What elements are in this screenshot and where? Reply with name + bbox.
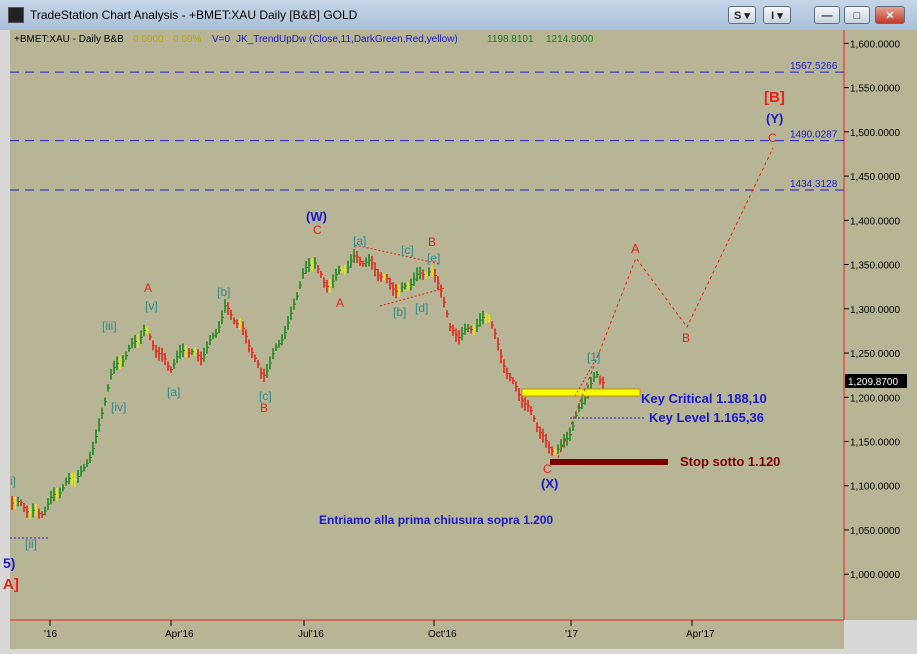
trendline-one: [574, 351, 601, 397]
header-symbol: +BMET:XAU - Daily B&B: [14, 34, 124, 45]
level-1490-label: 1490.0287: [790, 130, 838, 141]
price-bars: [11, 249, 605, 520]
key-level-label: Key Level 1.165,36: [649, 410, 764, 425]
window-title: TradeStation Chart Analysis - +BMET:XAU …: [30, 8, 358, 22]
wave-label-d2: [d]: [415, 301, 428, 315]
indicator-link-button[interactable]: I ▾: [763, 6, 791, 24]
wave-label-fA: A: [631, 241, 640, 256]
symbol-link-button[interactable]: S ▾: [728, 6, 756, 24]
header-value2: 1214.9000: [546, 34, 594, 45]
horizontal-levels: 1567.5266 1490.0287 1434.3128: [10, 61, 844, 191]
plot-background: [10, 30, 844, 620]
chart-area[interactable]: +BMET:XAU - Daily B&B 0.0000 0.00% V=0 J…: [0, 30, 917, 649]
wave-labels: (W)CAA[v][iii][iv]i][ii][a][b][c]B[a][c]…: [3, 89, 785, 593]
wave-label-a: [a]: [167, 385, 180, 399]
x-tick-label: Apr'16: [165, 629, 194, 640]
time-axis: '16 Apr'16 Jul'16 Oct'16 '17 Apr'17: [44, 620, 715, 640]
wave-label-ii: [ii]: [25, 537, 37, 551]
wave-label-i: i]: [10, 474, 16, 488]
entry-label: Entriamo alla prima chiusura sopra 1.200: [319, 513, 553, 527]
wave-label-X: (X): [541, 476, 558, 491]
wave-label-edge5: 5): [3, 555, 15, 571]
stop-bar: [550, 459, 668, 465]
wave-label-BB: [B]: [764, 89, 785, 106]
key-critical-box: [521, 388, 641, 397]
y-tick-label: 1,400.0000: [850, 216, 900, 227]
minimize-button[interactable]: —: [814, 6, 840, 24]
wave-label-a2: [a]: [353, 234, 366, 248]
stop-label: Stop sotto 1.120: [680, 454, 780, 469]
y-tick-label: 1,600.0000: [850, 39, 900, 50]
level-1434-label: 1434.3128: [790, 179, 838, 190]
y-tick-label: 1,350.0000: [850, 261, 900, 272]
time-axis-background: [10, 620, 844, 649]
x-tick-label: '17: [565, 629, 578, 640]
y-tick-label: 1,000.0000: [850, 570, 900, 581]
symbol-link-label: S: [734, 10, 742, 22]
x-tick-label: Apr'17: [686, 629, 715, 640]
wave-label-Y: (Y): [766, 111, 783, 126]
header-volume: V=0: [212, 34, 231, 45]
wave-label-A1: A: [336, 296, 344, 310]
y-tick-label: 1,100.0000: [850, 482, 900, 493]
wave-label-e2: [e]: [427, 251, 440, 265]
wave-label-A2: A: [144, 281, 152, 295]
wave-label-one: [1]: [587, 350, 600, 364]
app-icon: [8, 7, 24, 23]
wave-label-B2: B: [428, 235, 436, 249]
last-price-box: [845, 374, 907, 388]
indicator-link-label: I: [771, 10, 775, 22]
trendline-triangle-top: [354, 244, 441, 265]
x-tick-label: Jul'16: [298, 629, 324, 640]
y-tick-label: 1,250.0000: [850, 349, 900, 360]
close-button[interactable]: ✕: [875, 6, 905, 24]
wave-label-C2: C: [543, 462, 552, 476]
wave-label-edgeA: A]: [3, 576, 19, 593]
header-change-pct: 0.00%: [173, 34, 201, 45]
wave-label-B1: B: [260, 401, 268, 415]
wave-label-W: (W): [306, 209, 327, 224]
maximize-button[interactable]: □: [844, 6, 870, 24]
wave-label-iv: [iv]: [111, 400, 126, 414]
header-value1: 1198.8101: [487, 34, 534, 45]
y-tick-label: 1,500.0000: [850, 128, 900, 139]
wave-label-iii: [iii]: [102, 319, 117, 333]
y-tick-label: 1,300.0000: [850, 305, 900, 316]
key-critical-label: Key Critical 1.188,10: [641, 391, 767, 406]
wave-label-v: [v]: [145, 299, 158, 313]
price-axis: 1,600.0000 1,550.0000 1,500.0000 1,450.0000…: [844, 39, 900, 581]
wave-label-c: [c]: [259, 389, 272, 403]
y-tick-label: 1,450.0000: [850, 172, 900, 183]
trendline-triangle-bottom: [379, 287, 446, 307]
level-1567-label: 1567.5266: [790, 61, 838, 72]
price-chart[interactable]: +BMET:XAU - Daily B&B 0.0000 0.00% V=0 J…: [0, 30, 917, 649]
wave-label-C1: C: [313, 223, 322, 237]
header-indicator: JK_TrendUpDw (Close,11,DarkGreen,Red,yel…: [236, 34, 458, 45]
y-tick-label: 1,200.0000: [850, 393, 900, 404]
price-axis-background: [844, 30, 917, 620]
wave-label-fB: B: [682, 331, 690, 345]
wave-label-c2: [c]: [401, 243, 414, 257]
y-tick-label: 1,550.0000: [850, 84, 900, 95]
y-tick-label: 1,150.0000: [850, 437, 900, 448]
y-tick-label: 1,050.0000: [850, 526, 900, 537]
wave-label-b2: [b]: [393, 305, 406, 319]
last-price-label: 1,209.8700: [848, 377, 898, 388]
title-bar: TradeStation Chart Analysis - +BMET:XAU …: [0, 0, 917, 31]
x-tick-label: Oct'16: [428, 629, 457, 640]
wave-label-b: [b]: [217, 285, 230, 299]
wave-label-fC: C: [768, 131, 777, 145]
header-change: 0.0000: [133, 34, 164, 45]
x-tick-label: '16: [44, 629, 57, 640]
